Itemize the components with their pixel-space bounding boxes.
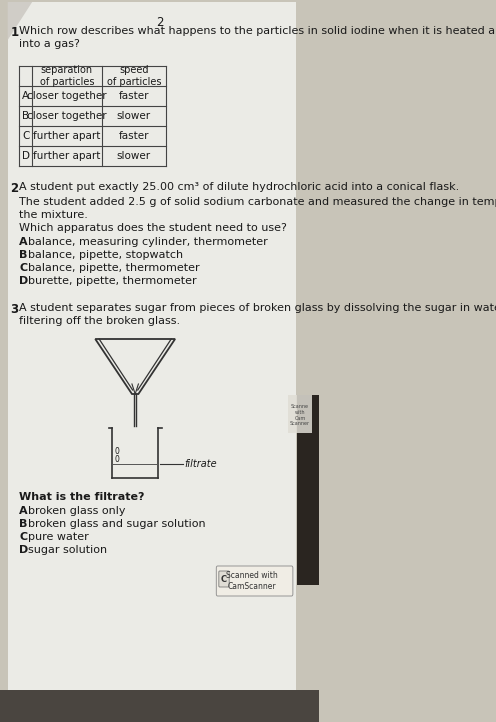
Text: closer together: closer together xyxy=(27,111,107,121)
FancyBboxPatch shape xyxy=(288,395,312,433)
Text: 1: 1 xyxy=(10,26,18,39)
Text: burette, pipette, thermometer: burette, pipette, thermometer xyxy=(28,276,197,286)
Text: faster: faster xyxy=(119,131,149,141)
Text: slower: slower xyxy=(117,151,151,161)
Text: Scanned with
CamScanner: Scanned with CamScanner xyxy=(227,571,278,591)
Text: separation
of particles: separation of particles xyxy=(40,65,94,87)
Text: 0: 0 xyxy=(115,448,120,456)
Text: broken glass only: broken glass only xyxy=(28,506,126,516)
Text: B: B xyxy=(19,250,28,260)
Text: The student added 2.5 g of solid sodium carbonate and measured the change in tem: The student added 2.5 g of solid sodium … xyxy=(19,197,496,220)
Text: D: D xyxy=(19,276,29,286)
Text: C: C xyxy=(22,131,29,141)
Text: balance, pipette, stopwatch: balance, pipette, stopwatch xyxy=(28,250,184,260)
Text: A: A xyxy=(22,91,29,101)
Text: 0: 0 xyxy=(115,456,120,464)
Text: faster: faster xyxy=(119,91,149,101)
Text: sugar solution: sugar solution xyxy=(28,545,108,555)
Text: speed
of particles: speed of particles xyxy=(107,65,161,87)
Text: further apart: further apart xyxy=(33,151,101,161)
Bar xyxy=(298,395,319,585)
Text: pure water: pure water xyxy=(28,532,89,542)
Text: A: A xyxy=(19,237,28,247)
Text: balance, measuring cylinder, thermometer: balance, measuring cylinder, thermometer xyxy=(28,237,268,247)
Text: slower: slower xyxy=(117,111,151,121)
Text: Which row describes what happens to the particles in solid iodine when it is hea: Which row describes what happens to the … xyxy=(19,26,496,49)
Text: balance, pipette, thermometer: balance, pipette, thermometer xyxy=(28,263,200,273)
Text: C: C xyxy=(19,532,27,542)
Text: A student put exactly 25.00 cm³ of dilute hydrochloric acid into a conical flask: A student put exactly 25.00 cm³ of dilut… xyxy=(19,182,460,192)
Text: D: D xyxy=(19,545,29,555)
Text: A student separates sugar from pieces of broken glass by dissolving the sugar in: A student separates sugar from pieces of… xyxy=(19,303,496,326)
Text: C: C xyxy=(221,575,227,583)
Text: broken glass and sugar solution: broken glass and sugar solution xyxy=(28,519,206,529)
Text: Scanne
with
Cam
Scanner: Scanne with Cam Scanner xyxy=(290,404,310,427)
FancyBboxPatch shape xyxy=(219,571,229,587)
Text: filtrate: filtrate xyxy=(184,459,217,469)
Polygon shape xyxy=(8,2,32,40)
Text: B: B xyxy=(19,519,28,529)
Text: C: C xyxy=(19,263,27,273)
Text: 3: 3 xyxy=(10,303,18,316)
FancyBboxPatch shape xyxy=(216,566,293,596)
Text: 2: 2 xyxy=(10,182,18,195)
Text: A: A xyxy=(19,506,28,516)
Bar xyxy=(0,690,319,722)
Text: 2: 2 xyxy=(156,16,163,29)
Text: closer together: closer together xyxy=(27,91,107,101)
Text: What is the filtrate?: What is the filtrate? xyxy=(19,492,145,502)
Text: further apart: further apart xyxy=(33,131,101,141)
Text: B: B xyxy=(22,111,29,121)
Text: D: D xyxy=(22,151,30,161)
Text: Which apparatus does the student need to use?: Which apparatus does the student need to… xyxy=(19,223,287,233)
